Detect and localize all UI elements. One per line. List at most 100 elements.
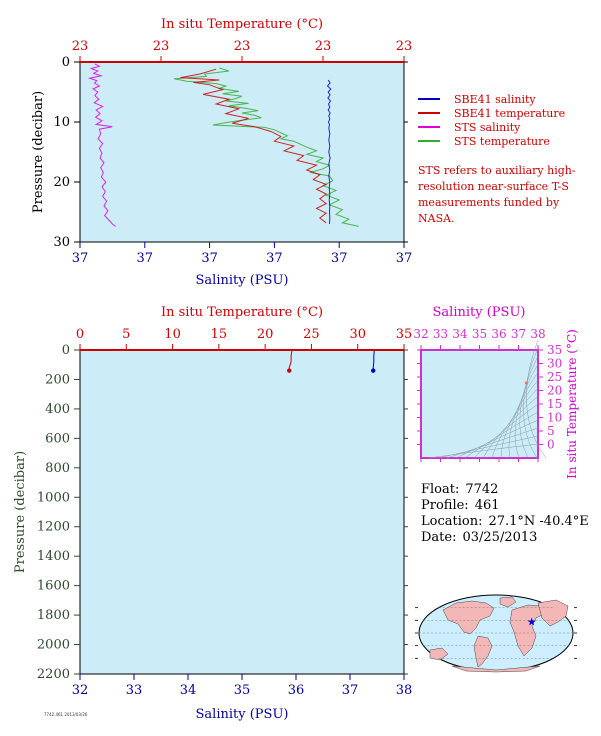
lower-salinity-axis-title: Salinity (PSU) — [196, 707, 289, 722]
upper-panel: 23 23 23 23 23 37 37 37 37 37 37 0 10 20 30 In situ Te… — [31, 17, 412, 288]
lower-bottom-tick-label: 34 — [180, 683, 197, 698]
legend-swatch — [418, 112, 440, 114]
ts-density-contour — [508, 371, 539, 459]
ts-density-contour — [437, 435, 539, 459]
upper-bottom-tick-label: 37 — [72, 251, 89, 266]
lower-series-group — [287, 349, 376, 373]
ts-salinity-tick-label: 33 — [433, 327, 448, 341]
map-land — [429, 596, 569, 673]
lower-pressure-tick-label: 600 — [45, 431, 70, 446]
lower-pressure-tick-label: 1400 — [37, 549, 70, 564]
ts-temperature-axis-title: In situ Temperature (°C) — [565, 329, 579, 479]
upper-pressure-tick-label: 10 — [53, 115, 70, 130]
ts-salinity-tick-label: 32 — [413, 327, 428, 341]
ts-salinity-tick-label: 37 — [511, 327, 526, 341]
legend-swatch — [418, 140, 440, 142]
lower-top-tick-label: 20 — [257, 327, 274, 342]
lower-top-tick-label: 0 — [76, 327, 84, 342]
ts-density-contours — [428, 339, 547, 459]
float-info-location: Location: 27.1°N -40.4°E — [421, 514, 589, 529]
map-land-australia — [429, 647, 449, 661]
ts-temperature-tick-label: 30 — [547, 357, 562, 371]
map-land-greenland — [499, 596, 517, 608]
lower-bottom-tick-label: 36 — [288, 683, 305, 698]
ts-density-contour — [523, 347, 539, 459]
lower-panel: 0 5 10 15 20 25 30 35 32 33 34 35 36 37 38 0 200 400 600 80… — [13, 305, 412, 722]
map-land-north-america — [442, 600, 495, 635]
map-land-south-america — [473, 635, 493, 668]
upper-pressure-tick-label: 0 — [62, 55, 70, 70]
upper-salinity-axis-title: Salinity (PSU) — [196, 273, 289, 288]
location-label: Location: — [421, 514, 483, 529]
lower-pressure-tick-label: 1000 — [37, 490, 70, 505]
upper-bottom-tick-label: 37 — [266, 251, 283, 266]
lower-pressure-tick-label: 400 — [45, 402, 70, 417]
ts-salinity-tick-label: 34 — [452, 327, 468, 341]
ts-salinity-tick-label: 38 — [530, 327, 545, 341]
legend-swatch — [418, 126, 440, 128]
ts-temperature-tick-label: 0 — [547, 438, 555, 452]
lower-top-tick-label: 5 — [122, 327, 130, 342]
upper-top-tick-label: 23 — [153, 39, 170, 54]
lower-series-sbe41-temperature-end-point — [287, 368, 292, 373]
legend-item: SBE41 salinity — [418, 92, 565, 106]
map-land-antarctica — [451, 665, 541, 673]
ts-temperature-tick-label: 10 — [547, 411, 562, 425]
lower-pressure-tick-label: 2000 — [37, 638, 70, 653]
ts-density-contour — [519, 355, 539, 459]
date-label: Date: — [421, 530, 457, 545]
legend-label: STS salinity — [454, 120, 521, 134]
float-info-date: Date: 03/25/2013 — [421, 530, 537, 545]
ts-density-contour — [455, 419, 539, 459]
legend-swatch — [418, 98, 440, 100]
upper-top-tick-label: 23 — [396, 39, 413, 54]
ts-density-contour — [500, 379, 539, 459]
lower-pressure-tick-label: 800 — [45, 461, 70, 476]
upper-bottom-tick-label: 37 — [201, 251, 218, 266]
date-value: 03/25/2013 — [462, 530, 538, 545]
upper-top-tick-label: 23 — [234, 39, 251, 54]
lower-top-tick-label: 10 — [164, 327, 181, 342]
upper-series-group — [87, 63, 359, 227]
lower-bottom-tick-label: 38 — [396, 683, 413, 698]
lower-bottom-tick-label: 35 — [234, 683, 251, 698]
ts-density-contour — [482, 395, 539, 459]
float-info-float: Float: 7742 — [421, 482, 498, 497]
legend-label: SBE41 temperature — [454, 106, 566, 120]
ts-density-contour — [514, 363, 539, 459]
lower-top-tick-label: 30 — [349, 327, 366, 342]
upper-series-sbe41-temperature — [180, 68, 328, 224]
upper-series-sts-temperature — [173, 67, 359, 227]
upper-series-sbe41-salinity — [326, 79, 332, 225]
legend: SBE41 salinity SBE41 temperature STS salin… — [418, 92, 565, 148]
ts-temperature-tick-label: 5 — [547, 424, 555, 438]
ts-density-contour — [446, 427, 539, 459]
processing-stamp: 7742.461 2013/03/26 — [44, 712, 88, 717]
upper-plot-area — [79, 61, 405, 243]
lower-axes: 0 5 10 15 20 25 30 35 32 33 34 35 36 37 38 0 200 400 600 80… — [37, 327, 412, 698]
lower-bottom-tick-label: 33 — [126, 683, 143, 698]
lower-pressure-tick-label: 200 — [45, 372, 70, 387]
lower-pressure-tick-label: 0 — [62, 343, 70, 358]
ts-temperature-tick-label: 15 — [547, 397, 562, 411]
ts-density-contour — [428, 443, 539, 459]
ts-salinity-tick-label: 36 — [491, 327, 506, 341]
map-land-asia — [537, 599, 569, 627]
lower-pressure-tick-label: 2200 — [37, 667, 70, 682]
upper-pressure-tick-label: 30 — [53, 235, 70, 250]
upper-bottom-tick-label: 37 — [396, 251, 413, 266]
upper-pressure-axis-title: Pressure (decibar) — [31, 91, 46, 213]
legend-item: SBE41 temperature — [418, 106, 565, 120]
legend-label: STS temperature — [454, 134, 550, 148]
lower-pressure-axis-title: Pressure (decibar) — [13, 451, 28, 573]
ts-temperature-tick-label: 35 — [547, 343, 562, 357]
ts-temperature-tick-label: 25 — [547, 370, 562, 384]
upper-bottom-tick-label: 37 — [137, 251, 154, 266]
world-map: ★ — [415, 594, 577, 673]
upper-pressure-tick-label: 20 — [53, 175, 70, 190]
upper-bottom-tick-label: 37 — [331, 251, 348, 266]
lower-top-tick-label: 35 — [396, 327, 413, 342]
ts-salinity-tick-label: 35 — [472, 327, 487, 341]
